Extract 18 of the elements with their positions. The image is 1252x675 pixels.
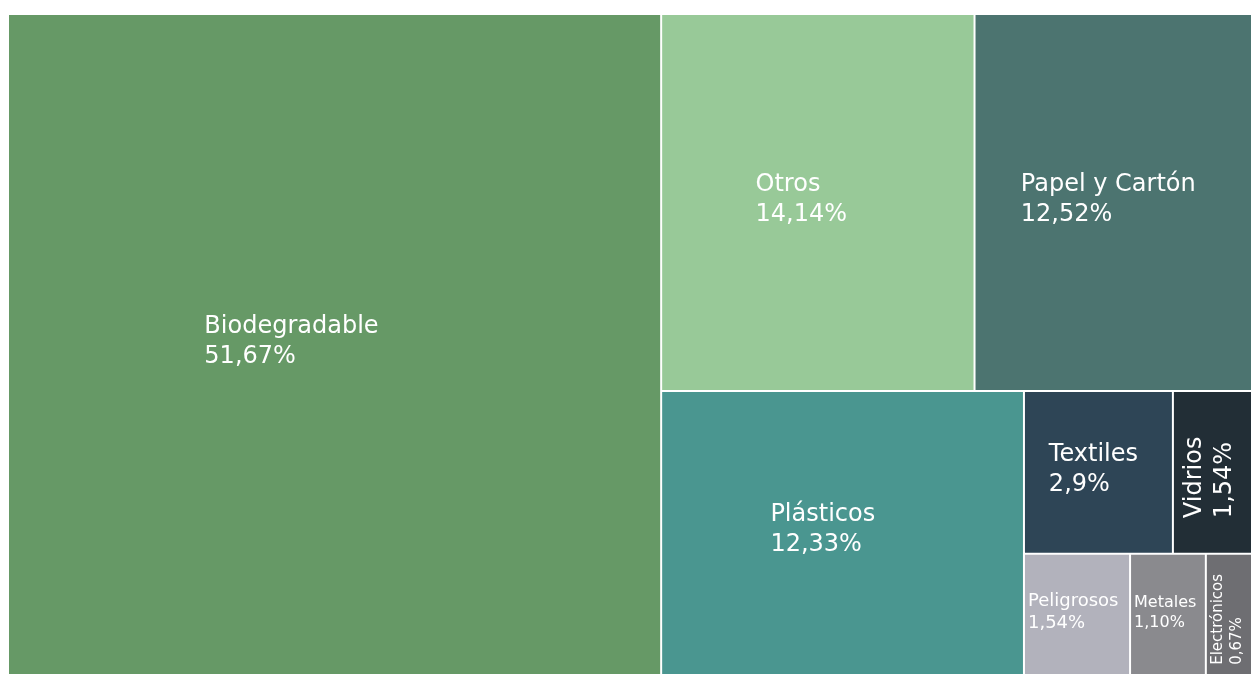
data-label: 12,52% <box>1020 198 1113 227</box>
data-label: 0,67% <box>1226 617 1245 665</box>
category-label: Vidrios <box>1178 436 1207 519</box>
category-label: Electrónicos <box>1208 573 1227 665</box>
category-label: Biodegradable <box>204 310 379 339</box>
data-label: 51,67% <box>204 340 296 369</box>
category-label: Papel y Cartón <box>1020 168 1196 197</box>
data-label: 14,14% <box>755 198 848 227</box>
data-label: 1,54% <box>1208 441 1237 519</box>
category-label: Peligrosos <box>1027 588 1119 610</box>
category-label: Plásticos <box>770 499 876 528</box>
category-label: Metales <box>1134 591 1197 611</box>
data-label: 2,9% <box>1048 468 1110 497</box>
data-label: 12,33% <box>770 529 862 558</box>
category-label: Otros <box>755 168 821 197</box>
category-label: Textiles <box>1047 438 1139 467</box>
data-label: 1,10% <box>1134 611 1185 631</box>
data-label: 1,54% <box>1027 611 1086 633</box>
